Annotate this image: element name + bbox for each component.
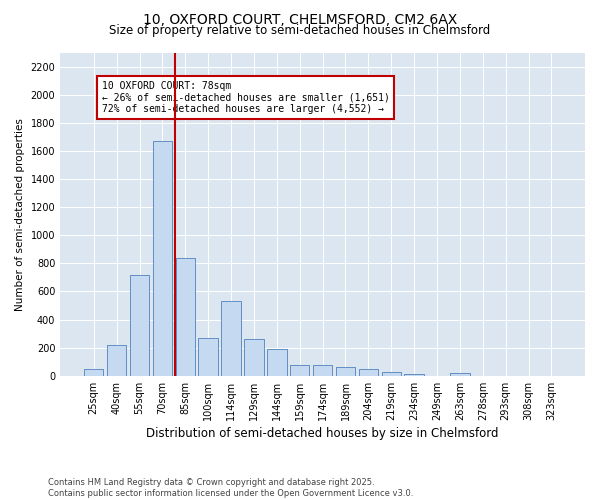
Bar	[221, 302, 241, 376]
Bar	[359, 369, 378, 376]
Bar	[107, 345, 127, 376]
Bar	[313, 364, 332, 376]
Bar	[267, 349, 287, 376]
Text: 10 OXFORD COURT: 78sqm
← 26% of semi-detached houses are smaller (1,651)
72% of : 10 OXFORD COURT: 78sqm ← 26% of semi-det…	[102, 80, 389, 114]
Bar	[130, 274, 149, 376]
Y-axis label: Number of semi-detached properties: Number of semi-detached properties	[15, 118, 25, 310]
Bar	[290, 364, 310, 376]
Bar	[450, 373, 470, 376]
X-axis label: Distribution of semi-detached houses by size in Chelmsford: Distribution of semi-detached houses by …	[146, 427, 499, 440]
Bar	[176, 258, 195, 376]
Bar	[152, 141, 172, 376]
Bar	[84, 369, 103, 376]
Bar	[336, 368, 355, 376]
Text: Size of property relative to semi-detached houses in Chelmsford: Size of property relative to semi-detach…	[109, 24, 491, 37]
Bar	[244, 340, 263, 376]
Bar	[404, 374, 424, 376]
Text: Contains HM Land Registry data © Crown copyright and database right 2025.
Contai: Contains HM Land Registry data © Crown c…	[48, 478, 413, 498]
Text: 10, OXFORD COURT, CHELMSFORD, CM2 6AX: 10, OXFORD COURT, CHELMSFORD, CM2 6AX	[143, 12, 457, 26]
Bar	[382, 372, 401, 376]
Bar	[199, 338, 218, 376]
